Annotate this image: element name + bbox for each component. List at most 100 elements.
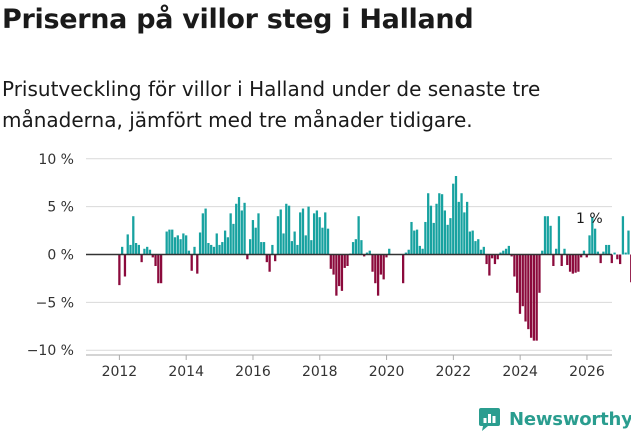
bar: [171, 229, 174, 255]
bar: [354, 239, 357, 255]
bar: [543, 216, 547, 255]
bar: [496, 254, 499, 260]
bar: [182, 233, 185, 255]
y-axis-tick-labels: 10 % 5 % 0 % −5 % −10 %: [27, 152, 74, 359]
bar: [457, 201, 460, 255]
bar: [129, 244, 132, 255]
bar: [538, 254, 541, 293]
bar: [290, 241, 293, 255]
bar: [296, 244, 299, 255]
bar: [504, 248, 508, 255]
bar: [365, 252, 369, 255]
bar: [429, 205, 433, 255]
chart-subtitle: Prisutveckling för villor i Halland unde…: [2, 77, 541, 132]
bar: [599, 254, 602, 264]
bar: [251, 220, 255, 255]
bar: [460, 193, 463, 255]
bar: [140, 254, 143, 263]
bar: [499, 252, 502, 255]
bar: [566, 254, 569, 266]
bar: [563, 248, 566, 255]
bar: [179, 239, 182, 255]
bar: [360, 240, 363, 255]
bar: [524, 254, 527, 322]
bar: [329, 254, 332, 269]
bar: [265, 254, 268, 263]
bar: [527, 254, 530, 330]
bar: [557, 216, 561, 255]
bar: [413, 230, 416, 255]
bar: [268, 254, 271, 272]
bar: [404, 252, 408, 255]
bar: [190, 254, 193, 271]
bar: [223, 230, 227, 255]
bar: [374, 254, 377, 284]
bar: [465, 201, 469, 255]
bar: [198, 232, 202, 255]
bar: [176, 235, 179, 255]
bar: [193, 246, 196, 255]
bar: [588, 235, 591, 255]
bar: [521, 254, 524, 307]
bar: [382, 254, 385, 280]
bar: [621, 216, 625, 255]
bar: [210, 244, 213, 255]
x-tick-label: 2016: [235, 364, 271, 380]
bar: [376, 254, 380, 296]
bar: [346, 254, 349, 266]
bar: [410, 221, 413, 255]
bar: [446, 224, 449, 255]
bar: [507, 245, 510, 255]
bar: [368, 250, 371, 255]
bar: [343, 254, 346, 268]
bar: [187, 250, 191, 255]
bar: [427, 193, 430, 255]
bar: [568, 254, 572, 272]
bar: [332, 254, 335, 275]
x-tick-label: 2018: [302, 364, 338, 380]
bar: [502, 250, 505, 255]
bar: [363, 254, 366, 257]
bar: [546, 216, 549, 255]
bar: [148, 249, 152, 255]
bar: [215, 233, 218, 255]
bar: [235, 203, 238, 255]
bar: [318, 217, 321, 255]
bar: [287, 205, 291, 255]
bar: [627, 230, 630, 255]
bar: [549, 225, 552, 255]
bar: [493, 254, 497, 265]
bar: [482, 246, 485, 255]
bars: [118, 176, 631, 341]
bar: [310, 240, 313, 255]
bar: [479, 249, 483, 255]
bar: [340, 254, 344, 291]
bar: [610, 254, 613, 264]
bar: [126, 234, 129, 255]
bar: [474, 241, 477, 255]
bar: [415, 229, 419, 255]
bar: [435, 203, 438, 255]
bar: [285, 203, 288, 255]
bar: [159, 254, 163, 284]
bar: [580, 254, 583, 258]
bar: [279, 209, 282, 255]
y-tick-label: −10 %: [27, 343, 74, 359]
bar: [555, 248, 558, 255]
bar: [532, 254, 536, 341]
bar: [371, 254, 374, 272]
bar: [574, 254, 577, 273]
bar: [324, 212, 327, 255]
bar: [485, 254, 488, 265]
bar: [516, 254, 519, 293]
bar: [438, 193, 441, 255]
bar: [307, 206, 310, 255]
bar: [616, 254, 619, 260]
bar: [552, 254, 555, 266]
bar: [618, 254, 622, 265]
bar: [154, 254, 157, 266]
bar: [471, 230, 474, 255]
x-tick-label: 2024: [502, 364, 538, 380]
annotation-group: 1 %: [576, 211, 603, 227]
x-tick-label: 2022: [436, 364, 472, 380]
